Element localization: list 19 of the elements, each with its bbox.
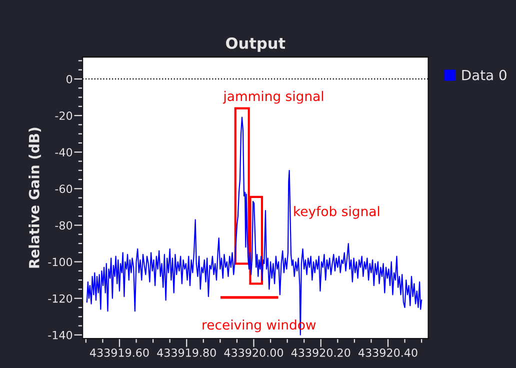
x-tick-label: 433920.40 [358, 348, 418, 357]
y-tick-label: -140 [48, 330, 72, 340]
legend-label: Data 0 [462, 70, 506, 80]
y-tick-label: -80 [55, 221, 72, 230]
y-tick-label: -120 [48, 294, 72, 303]
chart-title: Output [226, 37, 286, 52]
y-tick-label: -60 [55, 184, 72, 194]
line-series [86, 116, 422, 336]
x-tick-label: 433920.20 [291, 348, 350, 357]
x-tick-label: 433919.80 [157, 348, 216, 357]
x-tick-label: 433919.60 [90, 348, 149, 357]
annotation: keyfob signal [294, 206, 380, 219]
y-tick-label: -100 [48, 258, 72, 266]
x-tick-label: 433920.00 [224, 348, 284, 357]
y-axis-title: Relative Gain (dB) [28, 128, 42, 268]
y-tick-label: -20 [55, 112, 72, 120]
y-tick-label: 0 [66, 74, 72, 84]
annotation: jamming signal [222, 90, 324, 104]
y-tick-label: -40 [55, 148, 72, 156]
